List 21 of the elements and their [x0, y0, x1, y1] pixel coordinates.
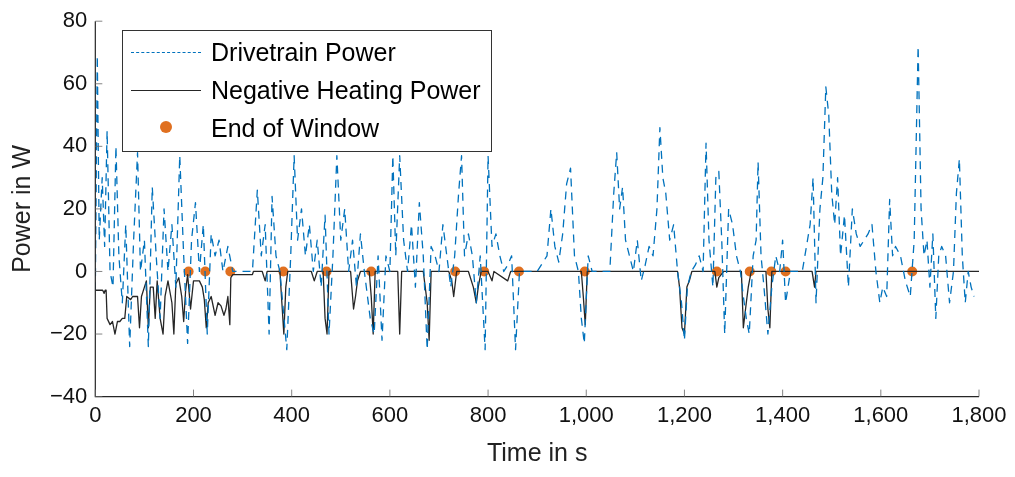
legend-label: Negative Heating Power: [211, 75, 481, 106]
x-tick-label: 1,000: [558, 401, 614, 427]
x-tick-label: 1,200: [656, 401, 712, 427]
y-tick-label: 40: [62, 132, 88, 158]
y-tick-label: 0: [75, 257, 88, 283]
y-tick-label: −20: [49, 320, 88, 346]
x-tick-label: 600: [371, 401, 409, 427]
legend-label: Drivetrain Power: [211, 37, 396, 68]
y-tick-label: 20: [62, 194, 88, 220]
x-tick-label: 200: [175, 401, 212, 427]
legend-label: End of Window: [211, 113, 380, 144]
x-tick-label: 400: [273, 401, 311, 427]
y-axis-title: Power in W: [6, 144, 35, 273]
y-tick-label: −40: [49, 382, 88, 408]
x-tick-label: 1,800: [951, 401, 1007, 427]
x-tick-label: 800: [469, 401, 507, 427]
y-tick-label: 60: [62, 69, 88, 95]
x-tick-label: 1,600: [853, 401, 909, 427]
x-tick-label: 1,400: [755, 401, 811, 427]
x-axis-title: Time in s: [486, 437, 588, 466]
y-tick-label: 80: [62, 7, 88, 33]
